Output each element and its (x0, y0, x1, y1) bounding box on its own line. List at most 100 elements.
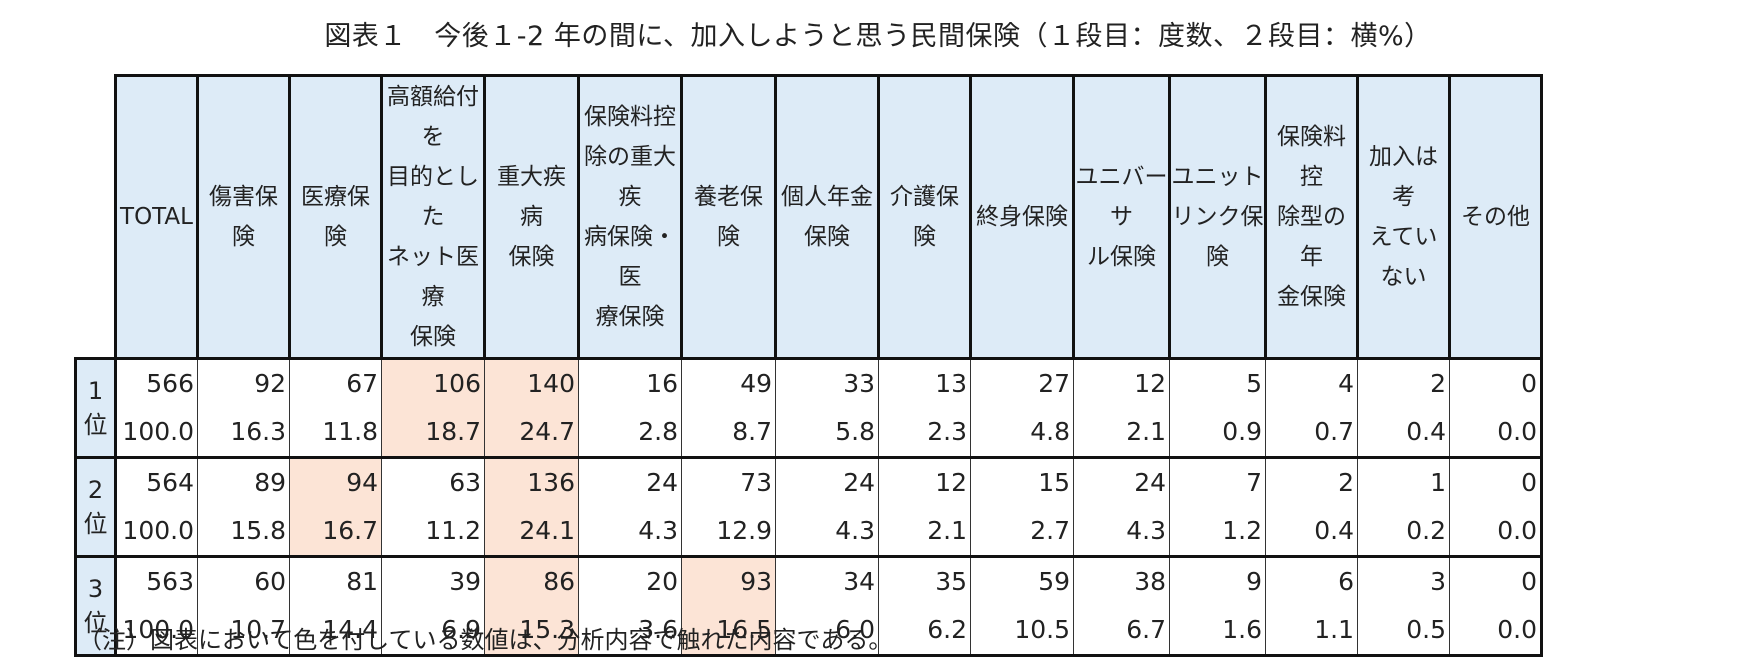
percent-value: 12.9 (716, 516, 772, 545)
column-header-line: 目的とした (387, 164, 479, 230)
count-value: 4 (1338, 369, 1354, 398)
column-header-line: 保険 (508, 244, 555, 270)
data-cell: 27 4.8 (970, 357, 1074, 459)
percent-value: 0.0 (1497, 615, 1537, 644)
data-cell: 1 0.2 (1357, 456, 1450, 558)
percent-value: 8.7 (732, 417, 772, 446)
column-header-line: 傷害保険 (209, 184, 278, 250)
column-header: TOTAL (114, 74, 199, 360)
count-value: 12 (935, 468, 967, 497)
percent-value: 24.1 (519, 516, 575, 545)
count-value: 34 (843, 567, 875, 596)
data-cell: 4 0.7 (1265, 357, 1358, 459)
count-value: 92 (254, 369, 286, 398)
count-value: 27 (1038, 369, 1070, 398)
percent-value: 0.9 (1222, 417, 1262, 446)
column-header: その他 (1448, 74, 1543, 360)
percent-value: 6.2 (927, 615, 967, 644)
column-header-line: 終身保険 (976, 204, 1068, 230)
percent-value: 24.7 (519, 417, 575, 446)
data-cell: 24 4.3 (578, 456, 682, 558)
count-value: 6 (1338, 567, 1354, 596)
data-cell: 15 2.7 (970, 456, 1074, 558)
column-header: 保険料控 除の重大疾 病保険・医 療保険 (577, 74, 683, 360)
count-value: 2 (1430, 369, 1446, 398)
column-header-line: 介護保険 (890, 184, 959, 250)
column-header: 保険料控 除型の年 金保険 (1264, 74, 1359, 360)
count-value: 73 (740, 468, 772, 497)
percent-value: 14.4 (322, 615, 378, 644)
corner-cell (76, 76, 116, 359)
column-header: 介護保険 (877, 74, 972, 360)
percent-value: 4.3 (1126, 516, 1166, 545)
data-cell: 12 2.1 (1073, 357, 1170, 459)
count-value: 49 (740, 369, 772, 398)
percent-value: 0.4 (1406, 417, 1446, 446)
column-header-line: リンク保険 (1171, 204, 1264, 270)
percent-value: 18.7 (425, 417, 481, 446)
data-cell: 106 18.7 (381, 357, 485, 459)
column-header-line: 保険 (410, 324, 456, 350)
percent-value: 4.3 (638, 516, 678, 545)
count-value: 94 (346, 468, 378, 497)
column-header-line: 除型の年 (1277, 204, 1346, 270)
percent-value: 6.0 (835, 615, 875, 644)
percent-value: 0.7 (1314, 417, 1354, 446)
data-cell: 35 6.2 (878, 555, 971, 657)
column-header-line: ル保険 (1087, 244, 1156, 270)
percent-value: 15.3 (519, 615, 575, 644)
data-cell: 5 0.9 (1169, 357, 1266, 459)
percent-value: 6.9 (441, 615, 481, 644)
data-cell: 63 11.2 (381, 456, 485, 558)
percent-value: 16.3 (230, 417, 286, 446)
page-title: 図表１ 今後１-2 年の間に、加入しようと思う民間保険（１段目：度数、２段目：横… (324, 21, 1432, 52)
count-value: 3 (1430, 567, 1446, 596)
column-header: ユニット リンク保険 (1168, 74, 1267, 360)
percent-value: 0.0 (1497, 417, 1537, 446)
data-cell: 9 1.6 (1169, 555, 1266, 657)
count-value: 136 (527, 468, 575, 497)
percent-value: 4.8 (1030, 417, 1070, 446)
data-cell: 67 11.8 (289, 357, 382, 459)
header-row: TOTAL 傷害保険 医療保険 高額給付を 目的とした ネット医療 保険 重大疾病 保険 保険料控… (76, 74, 1543, 360)
column-header: 終身保険 (969, 74, 1075, 360)
count-value: 140 (527, 369, 575, 398)
column-header-line: 除の重大疾 (584, 144, 676, 210)
column-header-line: 重大疾病 (497, 164, 566, 230)
count-value: 60 (254, 567, 286, 596)
percent-value: 0.4 (1314, 516, 1354, 545)
rank-label: 3位 (74, 555, 117, 657)
rank-label: 1位 (74, 357, 117, 459)
column-header-line: TOTAL (120, 204, 193, 230)
percent-value: 0.5 (1406, 615, 1446, 644)
data-cell: 81 14.4 (289, 555, 382, 657)
column-header-line: 個人年金 (781, 184, 873, 210)
count-value: 0 (1521, 468, 1537, 497)
percent-value: 16.5 (716, 615, 772, 644)
rank-label: 2位 (74, 456, 117, 558)
data-cell: 93 16.5 (681, 555, 776, 657)
column-header-line: 医療保険 (301, 184, 370, 250)
count-value: 63 (449, 468, 481, 497)
column-header-line: えていない (1369, 224, 1438, 290)
count-value: 24 (843, 468, 875, 497)
table-row: 1位 566 100.0 92 16.3 67 11.8 106 18.7 140 24.7 16 2.… (74, 357, 1543, 459)
percent-value: 15.8 (230, 516, 286, 545)
percent-value: 3.6 (638, 615, 678, 644)
percent-value: 100.0 (122, 615, 194, 644)
count-value: 20 (646, 567, 678, 596)
data-cell: 89 15.8 (197, 456, 290, 558)
count-value: 16 (646, 369, 678, 398)
data-cell: 0 0.0 (1449, 357, 1543, 459)
percent-value: 2.3 (927, 417, 967, 446)
data-cell: 20 3.6 (578, 555, 682, 657)
data-cell: 86 15.3 (484, 555, 579, 657)
count-value: 7 (1246, 468, 1262, 497)
column-header-line: ユニバーサ (1075, 164, 1168, 230)
percent-value: 5.8 (835, 417, 875, 446)
data-cell: 2 0.4 (1357, 357, 1450, 459)
column-header-line: 療保険 (595, 304, 665, 330)
count-value: 33 (843, 369, 875, 398)
column-header-line: 保険料控 (584, 104, 676, 130)
percent-value: 0.0 (1497, 516, 1537, 545)
